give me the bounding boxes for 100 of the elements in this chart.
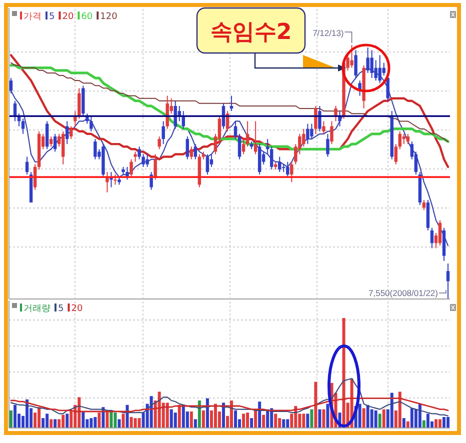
candlestick <box>158 136 161 150</box>
bar <box>190 412 193 428</box>
candlestick <box>50 136 53 148</box>
bar <box>58 419 61 428</box>
candlestick <box>422 199 426 211</box>
bar <box>406 421 410 428</box>
candlestick <box>78 88 81 120</box>
bar <box>434 419 438 428</box>
bar <box>54 419 57 428</box>
bar <box>82 412 85 428</box>
bar <box>442 417 446 428</box>
candlestick <box>378 54 382 84</box>
candlestick <box>394 144 398 165</box>
bar <box>38 407 41 428</box>
bar <box>174 412 177 428</box>
bar <box>326 404 330 428</box>
bar <box>50 419 53 428</box>
candlestick <box>9 78 13 94</box>
candlestick <box>354 50 358 79</box>
candlestick <box>130 158 133 178</box>
bar <box>246 412 250 428</box>
bar <box>214 404 217 428</box>
candlestick <box>194 144 198 160</box>
candlestick <box>94 138 97 160</box>
candlestick <box>230 95 234 112</box>
bar <box>410 408 414 428</box>
candlestick <box>350 44 354 68</box>
candlestick <box>21 118 25 134</box>
bar <box>10 410 12 428</box>
bar <box>194 419 197 428</box>
legend-label: 60 <box>81 12 93 22</box>
candlestick <box>430 227 434 249</box>
bar <box>282 419 286 428</box>
bar <box>370 409 374 428</box>
bar <box>390 392 394 428</box>
candlestick <box>286 161 290 178</box>
bar <box>94 417 97 428</box>
bar <box>66 414 69 428</box>
bar <box>130 417 133 428</box>
candlestick <box>326 133 330 158</box>
candlestick <box>190 146 194 160</box>
text: 7/12/13) <box>312 28 344 38</box>
candlestick <box>70 126 73 140</box>
candlestick <box>398 130 402 150</box>
candlestick <box>366 47 370 74</box>
legend-label: 가격 <box>24 12 42 22</box>
candlestick <box>246 120 250 148</box>
bar <box>234 410 238 428</box>
candlestick <box>270 146 274 170</box>
bar <box>222 402 225 428</box>
candlestick <box>234 120 238 140</box>
bar <box>422 420 426 428</box>
candlestick <box>146 154 149 168</box>
bar <box>206 398 209 428</box>
candlestick <box>446 262 450 300</box>
candlestick <box>254 120 258 155</box>
candlestick <box>406 133 410 145</box>
candlestick <box>25 156 29 176</box>
candlestick <box>370 50 374 79</box>
bar <box>398 392 402 428</box>
legend-label: 5 <box>49 12 55 22</box>
bar <box>310 409 314 428</box>
candlestick <box>90 116 93 132</box>
bar <box>138 418 141 428</box>
bar <box>46 414 49 428</box>
bar <box>14 404 17 428</box>
bar <box>318 409 322 428</box>
bar <box>178 404 181 428</box>
bar <box>250 418 254 428</box>
candlestick <box>54 133 57 152</box>
bar <box>90 418 93 428</box>
bar <box>274 414 278 428</box>
bar <box>134 418 137 428</box>
candlestick <box>318 105 322 132</box>
bar <box>198 400 201 428</box>
candlestick <box>242 138 246 155</box>
bar <box>286 419 290 428</box>
bar <box>242 414 246 428</box>
candlestick <box>154 154 157 180</box>
annotation: 속임수2 <box>210 20 292 45</box>
legend-label: 20 <box>62 12 74 22</box>
candlestick <box>306 123 310 145</box>
candlestick <box>402 133 406 145</box>
bar <box>366 404 370 428</box>
candlestick <box>266 138 270 155</box>
bar <box>302 414 306 428</box>
candlestick <box>186 136 189 160</box>
bar <box>438 419 442 428</box>
candlestick <box>438 220 442 246</box>
bar <box>62 414 65 428</box>
bar <box>182 404 185 428</box>
bar <box>166 402 169 428</box>
candlestick <box>134 151 137 162</box>
bar <box>98 412 101 428</box>
candlestick <box>45 120 49 150</box>
candlestick <box>302 128 306 148</box>
candlestick <box>310 123 314 140</box>
candlestick <box>66 120 69 145</box>
bar <box>322 409 326 428</box>
bar <box>158 392 161 428</box>
